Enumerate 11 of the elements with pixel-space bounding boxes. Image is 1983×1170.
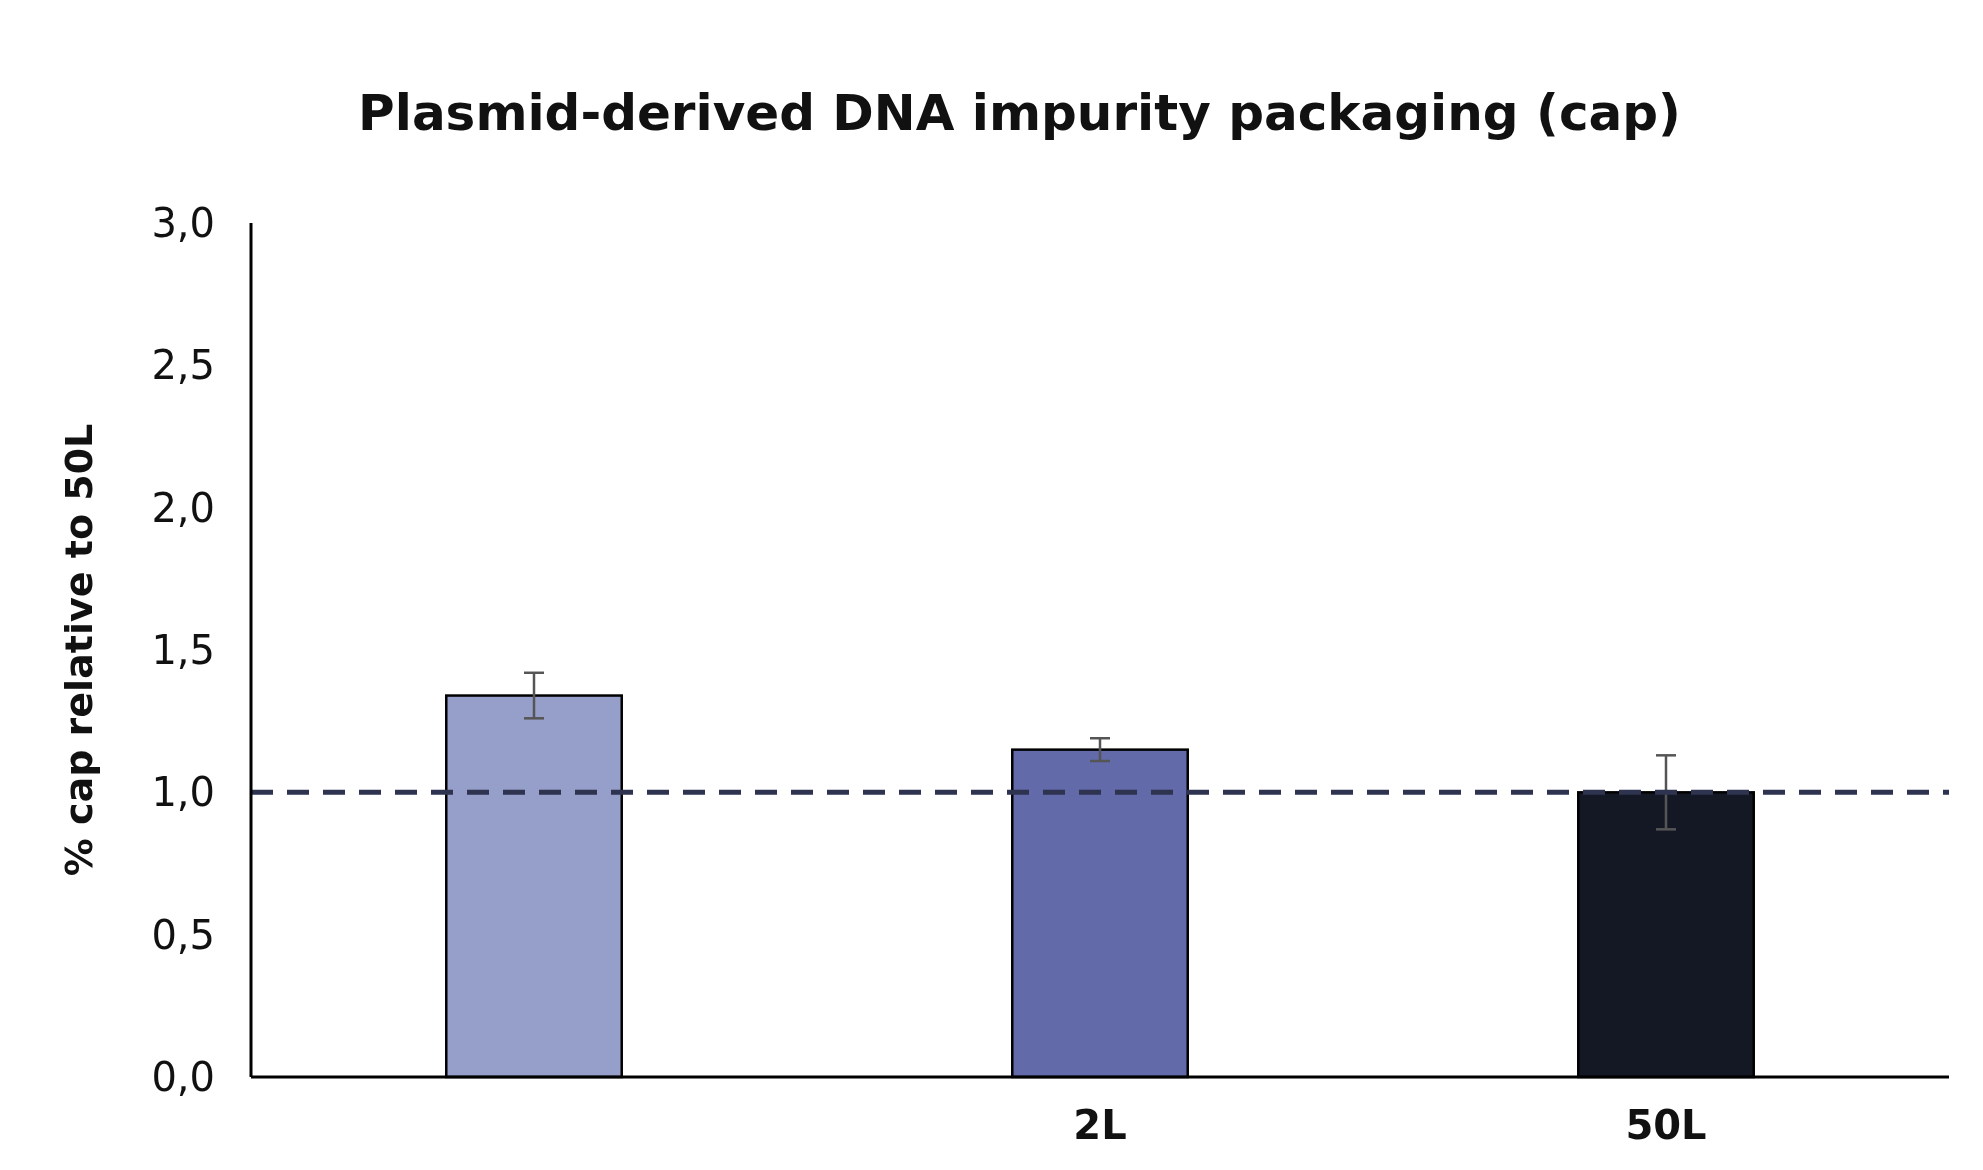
y-tick-label: 1,0 (151, 769, 215, 816)
x-tick-label: 2L (1073, 1102, 1127, 1148)
y-tick-label: 3,0 (151, 200, 215, 246)
x-tick-label: 50L (1625, 1102, 1707, 1148)
y-tick-label: 1,5 (151, 627, 215, 673)
y-tick-label: 2,5 (151, 342, 215, 389)
y-tick-label: 0,0 (151, 1054, 215, 1100)
y-axis-title: % cap relative to 50L (57, 423, 101, 877)
chart-title: Plasmid-derived DNA impurity packaging (cap) (358, 84, 1681, 142)
y-tick-label: 0,5 (151, 911, 215, 958)
y-tick-label: 2,0 (151, 484, 215, 531)
